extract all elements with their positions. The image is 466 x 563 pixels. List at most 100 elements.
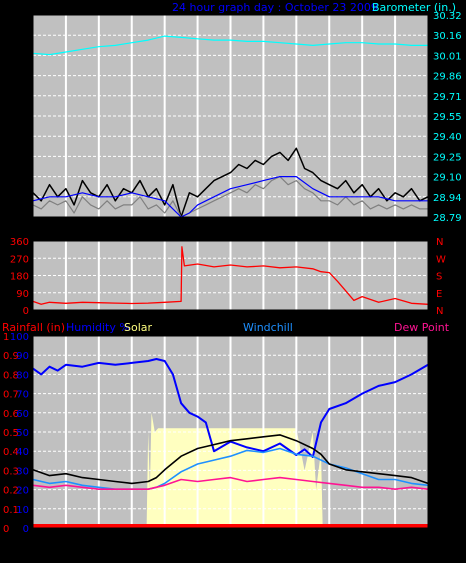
compass-tick-label: N	[436, 306, 443, 317]
plot-frame-2	[32, 240, 429, 311]
direction-tick-label: 360	[10, 237, 29, 248]
x-tick-label: 8 AM	[152, 219, 177, 230]
x-tick-label: 12 PM	[215, 219, 246, 230]
plot-frame-3	[32, 335, 429, 529]
humidity-tick-label: 60	[16, 409, 29, 420]
x-tick-label: 2 PM	[251, 219, 275, 230]
barometer-tick-label: 29.40	[433, 132, 462, 143]
solar-legend-label: Solar	[124, 321, 153, 334]
rainfall-tick-label: 0	[3, 524, 9, 535]
temperature-tick-label: 15	[452, 505, 465, 516]
windchill-legend-label: Windchill	[243, 321, 293, 334]
barometer-tick-label: 29.55	[433, 112, 462, 123]
series-dew-point	[32, 476, 429, 491]
x-end-tick-label: 1	[425, 219, 431, 230]
x-tick-label: 10 PM	[380, 530, 411, 541]
temperature-tick-label: 94	[452, 351, 465, 362]
direction-tick-label: 270	[10, 254, 29, 265]
series-humidity	[32, 358, 429, 458]
windspeed-tick-label: 30	[16, 92, 29, 103]
x-tick-label: 4 AM	[86, 219, 111, 230]
windspeed-tick-label: 10	[16, 173, 29, 184]
temperature-tick-label: 64	[452, 409, 465, 420]
x-tick-label: 6 AM	[119, 530, 144, 541]
rainfall-tick-label: 0.1	[3, 505, 19, 516]
humidity-tick-label: 100	[10, 332, 29, 343]
compass-tick-label: N	[436, 237, 443, 248]
graph-title: 24 hour graph day : October 23 2009	[172, 1, 378, 14]
windspeed-tick-label: 0	[23, 213, 29, 224]
x-tick-label: 4 PM	[284, 530, 308, 541]
humidity-tick-label: 90	[16, 351, 29, 362]
series-temperature	[32, 434, 429, 485]
x-tick-label: 2 AM	[53, 219, 78, 230]
series-wind-smoothed	[32, 176, 428, 218]
direction-tick-label: 0	[23, 306, 29, 317]
compass-tick-label: E	[436, 289, 442, 300]
temperature-tick-label: 35	[452, 466, 465, 477]
sunset-label: sunset	[306, 229, 333, 238]
series-wind-direction	[32, 246, 429, 305]
humidity-tick-label: 40	[16, 447, 29, 458]
rainfall-tick-label: 0.6	[3, 409, 19, 420]
x-tick-label: 6 PM	[317, 219, 341, 230]
x-tick-label: 2 AM	[53, 530, 78, 541]
windspeed-tick-label: 45	[16, 31, 29, 42]
series-lines	[32, 35, 429, 528]
humidity-tick-label: 20	[16, 486, 29, 497]
rainfall-tick-label: 0.8	[3, 370, 19, 381]
x-tick-label: 10 AM	[182, 530, 213, 541]
temperature-tick-label: 84	[452, 370, 465, 381]
windspeed-tick-label: 40	[16, 51, 29, 62]
rainfall-tick-label: 0.7	[3, 390, 19, 401]
direction-tick-label: 180	[10, 272, 29, 283]
barometer-tick-label: 30.32	[433, 11, 462, 22]
barometer-tick-label: 28.79	[433, 213, 462, 224]
rainfall-tick-label: 0.5	[3, 428, 19, 439]
temperature-tick-label: 45	[452, 447, 465, 458]
windspeed-tick-label: 35	[16, 72, 29, 83]
x-tick-label: 8 PM	[350, 530, 374, 541]
barometer-tick-label: 29.86	[433, 72, 462, 83]
dewpoint-legend-label: Dew Point	[394, 321, 450, 334]
gridlines	[33, 15, 428, 528]
windspeed-tick-label: 20	[16, 132, 29, 143]
barometer-tick-label: 28.94	[433, 193, 462, 204]
x-tick-label: 6 AM	[119, 219, 144, 230]
humidity-tick-label: 70	[16, 390, 29, 401]
windspeed-tick-label: 15	[16, 152, 29, 163]
humidity-axis-label: Humidity %	[66, 321, 130, 334]
series-windchill	[32, 447, 429, 491]
series-wind-average	[32, 176, 428, 218]
windspeed-tick-label: 5	[23, 193, 29, 204]
temperature-tick-label: 74	[452, 390, 465, 401]
barometer-tick-label: 30.01	[433, 51, 462, 62]
x-tick-label: 2 PM	[251, 530, 275, 541]
temperature-tick-label: 5	[452, 524, 458, 535]
x-tick-label: 10 PM	[380, 219, 411, 230]
windspeed-axis-label: Windspeed (mph)	[33, 1, 131, 14]
barometer-axis-label: Barometer (in.)	[372, 1, 456, 14]
x-tick-label: 6 PM	[317, 530, 341, 541]
compass-tick-label: W	[436, 254, 446, 265]
rainfall-tick-label: 0.4	[3, 447, 19, 458]
series-barometer	[32, 35, 428, 56]
barometer-tick-label: 30.16	[433, 31, 462, 42]
windspeed-tick-label: 25	[16, 112, 29, 123]
temperature-tick-label: 54	[452, 428, 465, 439]
plot-frames	[32, 14, 429, 529]
x-tick-label: 12 PM	[215, 530, 246, 541]
rainfall-tick-label: 1	[3, 332, 9, 343]
direction-tick-label: 90	[16, 289, 29, 300]
rainfall-tick-label: 0.9	[3, 351, 19, 362]
rainfall-tick-label: 0.3	[3, 466, 19, 477]
barometer-tick-label: 29.71	[433, 92, 462, 103]
plot-frame-1	[32, 14, 429, 218]
x-tick-label: 8 AM	[152, 530, 177, 541]
x-tick-label: 8 PM	[350, 219, 374, 230]
x-tick-label: 4 AM	[86, 530, 111, 541]
barometer-tick-label: 29.25	[433, 152, 462, 163]
x-end-tick-label: 1	[425, 530, 431, 541]
compass-tick-label: S	[436, 272, 442, 283]
